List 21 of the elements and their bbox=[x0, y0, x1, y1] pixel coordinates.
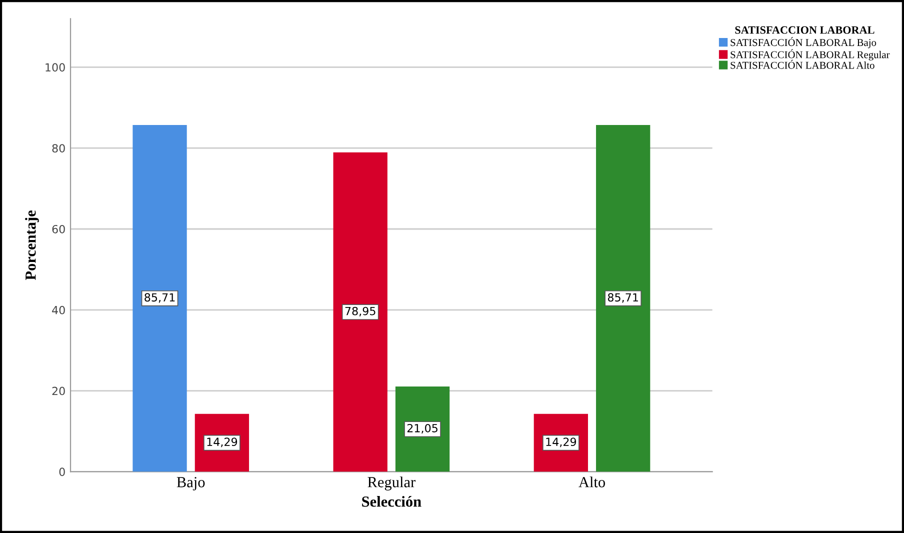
y-tick-label: 20 bbox=[52, 386, 65, 396]
data-label: 14,29 bbox=[207, 438, 238, 448]
y-tick-label: 100 bbox=[46, 63, 65, 72]
legend-label: SATISFACCIÓN LABORAL Alto bbox=[730, 60, 874, 69]
y-tick-label: 80 bbox=[52, 144, 65, 152]
x-tick-label: Alto bbox=[578, 476, 606, 488]
legend-label: SATISFACCIÓN LABORAL Regular bbox=[730, 49, 890, 60]
data-label: 85,71 bbox=[608, 293, 638, 303]
x-axis-title: Selección bbox=[362, 496, 422, 507]
data-label: 21,05 bbox=[407, 424, 438, 434]
data-label: 85,71 bbox=[144, 293, 175, 303]
legend-label: SATISFACCIÓN LABORAL Bajo bbox=[730, 37, 876, 48]
data-label: 14,29 bbox=[546, 438, 576, 448]
y-tick-label: 40 bbox=[52, 306, 65, 314]
x-tick-label: Regular bbox=[368, 476, 416, 490]
y-tick-label: 0 bbox=[59, 468, 65, 476]
y-axis-title: Porcentaje bbox=[25, 210, 39, 280]
y-tick-label: 60 bbox=[52, 224, 65, 234]
x-tick-label: Bajo bbox=[176, 477, 205, 490]
legend-title: SATISFACCION LABORAL bbox=[735, 26, 874, 34]
data-label: 78,95 bbox=[345, 306, 376, 316]
